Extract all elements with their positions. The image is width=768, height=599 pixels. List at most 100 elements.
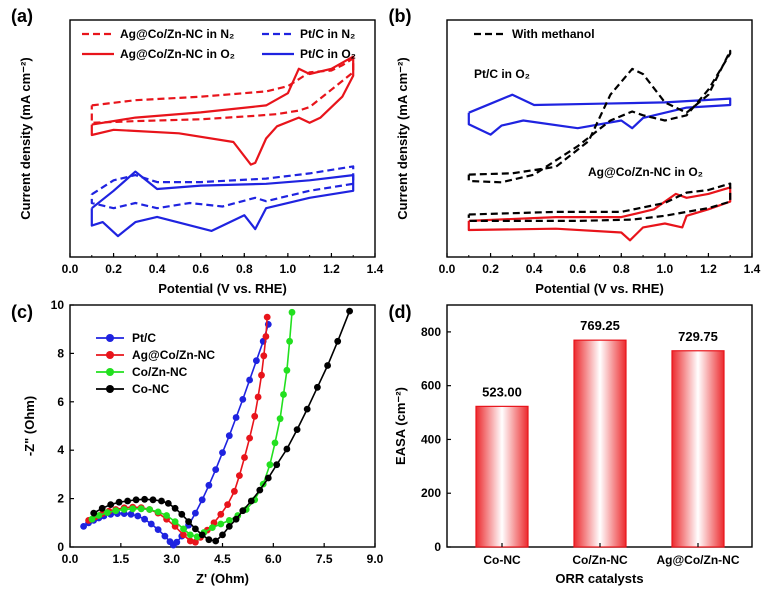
data-point-co-nc	[324, 362, 331, 369]
panel-label-a: (a)	[11, 6, 33, 26]
panel-d-ytick-label: 0	[434, 540, 441, 554]
data-point-co-zn-nc	[186, 531, 194, 539]
panel-d-ytick-label: 200	[421, 486, 441, 500]
data-point-ag-co-zn-nc	[236, 472, 243, 479]
legend-marker	[106, 368, 114, 376]
series-ag-co-zn-nc-in-o-	[90, 55, 355, 166]
data-point-co-nc	[192, 525, 199, 533]
data-point-co-zn-nc	[103, 509, 111, 516]
data-point-co-nc	[239, 507, 247, 515]
series-ag-co-zn-nc-in-n-	[90, 57, 355, 124]
legend-label: Pt/C	[132, 331, 156, 345]
panel-d-xlabel: ORR catalysts	[555, 571, 643, 586]
panel-c-xlabel: Z' (Ohm)	[196, 571, 249, 586]
data-point-co-zn-nc	[283, 366, 291, 374]
data-point-co-zn-nc	[120, 506, 128, 513]
data-point-co-nc	[247, 497, 255, 505]
panel-d-ytick-label: 600	[421, 379, 441, 393]
panel-(b)-ylabel: Current density (mA cm⁻²)	[395, 57, 410, 219]
panel-(a)-xtick-label: 0.8	[236, 262, 253, 276]
data-point-co-nc	[346, 307, 353, 315]
data-point-co-nc	[303, 405, 311, 413]
data-point-co-zn-nc	[276, 415, 284, 423]
data-point-ag-co-zn-nc	[241, 454, 248, 461]
data-point-pt-c	[161, 532, 169, 540]
legend-label: Ag@Co/Zn-NC in N₂	[120, 27, 234, 41]
legend-label: Pt/C in O₂	[300, 47, 356, 61]
series-with-methanol-pt-c-	[467, 49, 732, 184]
annotation-ag: Ag@Co/Zn-NC in O₂	[588, 165, 703, 179]
data-point-pt-c	[212, 466, 220, 473]
panel-(a)-xtick-label: 0.2	[105, 262, 122, 276]
panel-label-c: (c)	[11, 302, 33, 322]
data-point-co-nc	[273, 461, 281, 469]
data-point-pt-c	[246, 376, 254, 384]
data-point-co-nc	[90, 509, 98, 517]
data-point-co-zn-nc	[129, 505, 137, 513]
legend-label: Ag@Co/Zn-NC	[132, 348, 215, 362]
data-point-co-zn-nc	[163, 512, 171, 519]
data-point-co-nc	[124, 497, 131, 505]
panel-(b)-xlabel: Potential (V vs. RHE)	[535, 281, 664, 296]
data-point-co-zn-nc	[112, 507, 120, 515]
data-point-co-nc	[141, 495, 149, 503]
panel-label-d: (d)	[389, 302, 412, 322]
panel-(a)-xtick-label: 1.2	[323, 262, 340, 276]
data-point-ag-co-zn-nc	[192, 538, 199, 546]
panel-c-xtick-label: 4.5	[214, 552, 231, 566]
panel-(b)-xtick-label: 1.4	[744, 262, 761, 276]
data-point-co-zn-nc	[88, 515, 96, 523]
data-point-pt-c	[173, 538, 181, 546]
panel-(a)-xtick-label: 1.0	[280, 262, 297, 276]
panel-(a)-xlabel: Potential (V vs. RHE)	[158, 281, 287, 296]
data-point-co-zn-nc	[95, 512, 103, 519]
data-point-co-nc	[171, 504, 179, 512]
data-point-ag-co-zn-nc	[258, 371, 265, 379]
panel-c-ylabel: -Z" (Ohm)	[22, 396, 37, 456]
panel-d-ylabel: EASA (cm⁻²)	[393, 387, 408, 465]
data-point-co-nc	[185, 518, 193, 525]
panel-(a)-xtick-label: 1.4	[367, 262, 384, 276]
panel-(b)-xtick-label: 0.8	[613, 262, 630, 276]
data-point-ag-co-zn-nc	[217, 510, 225, 518]
data-point-pt-c	[147, 520, 155, 528]
category-label: Co/Zn-NC	[572, 553, 628, 567]
data-point-ag-co-zn-nc	[186, 537, 194, 545]
data-point-co-zn-nc	[193, 533, 201, 541]
data-point-pt-c	[198, 496, 206, 504]
legend-label: With methanol	[512, 27, 595, 41]
bar-ag-co-zn-nc	[671, 350, 725, 548]
panel-c-ytick-label: 10	[51, 298, 65, 312]
data-point-pt-c	[154, 526, 162, 533]
panel-(b)-xtick-label: 1.2	[700, 262, 717, 276]
data-point-co-nc	[314, 383, 321, 391]
data-point-pt-c	[225, 432, 233, 440]
panel-d-ytick-label: 800	[421, 325, 441, 339]
panel-(b)-xtick-label: 0.6	[569, 262, 586, 276]
panel-c-xtick-label: 9.0	[367, 552, 384, 566]
data-point-pt-c	[192, 509, 199, 517]
panel-d-ytick-label: 400	[421, 432, 441, 446]
bar-value-label: 769.25	[580, 318, 620, 333]
bar-value-label: 729.75	[678, 329, 718, 344]
panel-c-xtick-label: 3.0	[163, 552, 180, 566]
legend-label: Pt/C in N₂	[300, 27, 355, 41]
data-point-co-nc	[164, 500, 172, 507]
panel-c-ytick-label: 6	[57, 395, 64, 409]
data-point-ag-co-zn-nc	[246, 434, 254, 442]
data-point-pt-c	[253, 357, 260, 365]
panel-c-ytick-label: 2	[57, 492, 64, 506]
series-ag-co-zn-nc-in-o-	[467, 186, 732, 242]
data-point-co-zn-nc	[280, 391, 287, 398]
data-point-co-nc	[264, 474, 272, 482]
data-point-ag-co-zn-nc	[180, 531, 187, 539]
data-point-pt-c	[134, 512, 142, 520]
panel-(a)-xtick-label: 0.6	[192, 262, 209, 276]
data-point-ag-co-zn-nc	[260, 352, 268, 360]
data-point-pt-c	[80, 523, 87, 530]
panel-(a)-xtick-label: 0.4	[149, 262, 166, 276]
data-point-co-nc	[225, 523, 233, 530]
panel-(a)-ylabel: Current density (mA cm⁻²)	[18, 57, 33, 219]
data-point-co-zn-nc	[208, 524, 216, 531]
